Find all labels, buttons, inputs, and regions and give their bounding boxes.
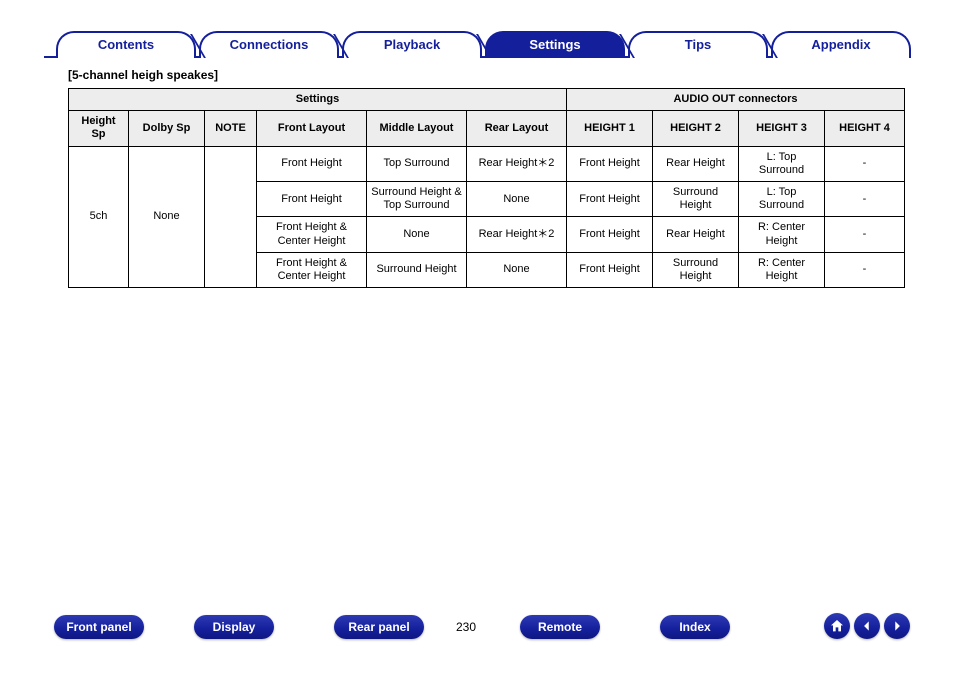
table-cell: Front Height (257, 146, 367, 181)
table-cell: Surround Height (653, 181, 739, 216)
speaker-layout-table: SettingsAUDIO OUT connectors Height SpDo… (68, 88, 905, 288)
table-cell: R: Center Height (739, 217, 825, 252)
table-cell: Surround Height (653, 252, 739, 287)
table-column-header: Front Layout (257, 111, 367, 146)
table-column-header: HEIGHT 3 (739, 111, 825, 146)
prev-icon[interactable] (854, 613, 880, 639)
table-cell: - (825, 146, 905, 181)
table-group-header: Settings (69, 89, 567, 111)
tab-settings[interactable]: Settings (485, 31, 625, 58)
tab-contents[interactable]: Contents (56, 31, 196, 58)
table-cell: Surround Height (367, 252, 467, 287)
home-icon[interactable] (824, 613, 850, 639)
nav-icon-group (824, 613, 910, 639)
display-button[interactable]: Display (194, 615, 274, 639)
table-column-header: NOTE (205, 111, 257, 146)
table-cell: Front Height & Center Height (257, 252, 367, 287)
table-cell-dolby_sp: None (129, 146, 205, 288)
table-cell: Front Height (567, 217, 653, 252)
next-icon[interactable] (884, 613, 910, 639)
index-button[interactable]: Index (660, 615, 730, 639)
table-column-header: Height Sp (69, 111, 129, 146)
top-tab-bar: ContentsConnectionsPlaybackSettingsTipsA… (0, 22, 954, 58)
tab-playback[interactable]: Playback (342, 31, 482, 58)
table-cell: - (825, 181, 905, 216)
table-cell: Rear Height＊2 (467, 146, 567, 181)
table-cell: L: Top Surround (739, 146, 825, 181)
table-cell: Front Height (567, 146, 653, 181)
rear-panel-button[interactable]: Rear panel (334, 615, 424, 639)
table-cell: - (825, 217, 905, 252)
table-cell: Surround Height & Top Surround (367, 181, 467, 216)
table-cell: R: Center Height (739, 252, 825, 287)
speaker-layout-table-wrap: SettingsAUDIO OUT connectors Height SpDo… (68, 88, 904, 288)
table-row: 5chNoneFront HeightTop SurroundRear Heig… (69, 146, 905, 181)
table-cell: Front Height (257, 181, 367, 216)
table-cell: Rear Height (653, 217, 739, 252)
table-cell: Front Height & Center Height (257, 217, 367, 252)
table-cell: None (467, 252, 567, 287)
page-number: 230 (456, 615, 476, 639)
table-column-header: HEIGHT 4 (825, 111, 905, 146)
table-cell: Front Height (567, 181, 653, 216)
front-panel-button[interactable]: Front panel (54, 615, 144, 639)
bottom-nav-bar: Front panelDisplayRear panelRemoteIndex … (0, 615, 954, 645)
table-cell: Top Surround (367, 146, 467, 181)
table-cell: Front Height (567, 252, 653, 287)
table-cell-note (205, 146, 257, 288)
tab-appendix[interactable]: Appendix (771, 31, 911, 58)
tab-connections[interactable]: Connections (199, 31, 339, 58)
table-column-header: Middle Layout (367, 111, 467, 146)
remote-button[interactable]: Remote (520, 615, 600, 639)
table-cell: None (367, 217, 467, 252)
table-column-header: HEIGHT 2 (653, 111, 739, 146)
tab-tips[interactable]: Tips (628, 31, 768, 58)
table-column-header: Rear Layout (467, 111, 567, 146)
table-column-header: Dolby Sp (129, 111, 205, 146)
table-column-header: HEIGHT 1 (567, 111, 653, 146)
table-cell: None (467, 181, 567, 216)
table-cell: Rear Height (653, 146, 739, 181)
table-cell: Rear Height＊2 (467, 217, 567, 252)
table-cell: - (825, 252, 905, 287)
table-column-header-row: Height SpDolby SpNOTEFront LayoutMiddle … (69, 111, 905, 146)
section-title: [5-channel heigh speakes] (68, 68, 218, 82)
table-cell-height_sp: 5ch (69, 146, 129, 288)
table-group-header-row: SettingsAUDIO OUT connectors (69, 89, 905, 111)
table-cell: L: Top Surround (739, 181, 825, 216)
table-group-header: AUDIO OUT connectors (567, 89, 905, 111)
